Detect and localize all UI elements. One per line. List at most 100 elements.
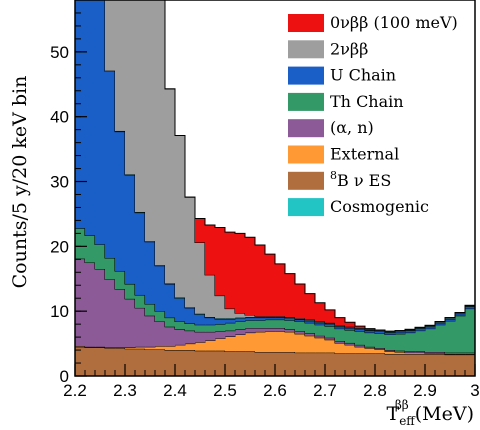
bar-u-chain: [435, 322, 446, 325]
bar-th-chain: [315, 324, 326, 336]
bar-th-chain: [265, 319, 276, 329]
bar-8b-es: [115, 348, 126, 376]
bar-8b-es: [165, 350, 176, 376]
bar-n: [245, 328, 256, 333]
bar-8b-es: [425, 353, 436, 376]
series-0-100-mev: [164, 0, 475, 332]
bar-u-chain: [335, 326, 346, 329]
bar-8b-es: [305, 352, 316, 376]
bar-8b-es: [325, 352, 336, 376]
bar-u-chain: [325, 324, 336, 327]
bar-u-chain: [155, 265, 166, 312]
bar-u-chain: [295, 319, 306, 322]
bar-th-chain: [115, 270, 126, 290]
bar-n: [375, 348, 386, 350]
bar-u-chain: [165, 283, 176, 318]
y-tick-label: 40: [50, 108, 69, 127]
bar-8b-es: [135, 348, 146, 376]
bar-th-chain: [425, 328, 436, 353]
bar-8b-es: [195, 350, 206, 376]
bar-n: [145, 315, 156, 347]
bar-u-chain: [375, 331, 386, 334]
legend-swatch: [288, 145, 324, 164]
bar-2: [105, 0, 116, 71]
legend-item-external: External: [288, 145, 399, 164]
bar-u-chain: [455, 313, 466, 316]
series-u-chain: [75, 0, 475, 335]
bar-th-chain: [135, 294, 146, 308]
legend-item-0-100-mev: 0νββ (100 meV): [288, 13, 458, 32]
bar-0-100-mev: [255, 245, 266, 317]
bar-0-100-mev: [345, 322, 356, 327]
x-axis-title-main: T: [387, 403, 400, 425]
legend-label: 8B ν ES: [330, 169, 391, 190]
legend-label: (α, n): [330, 118, 374, 137]
legend-item-8b-es: 8B ν ES: [288, 169, 391, 190]
bar-external: [265, 331, 276, 353]
bar-th-chain: [375, 333, 386, 349]
bar-th-chain: [195, 324, 206, 332]
bar-8b-es: [125, 348, 136, 376]
legend-label: 0νββ (100 meV): [330, 13, 458, 32]
bar-external: [395, 352, 406, 354]
bar-2: [145, 0, 156, 242]
bar-n: [265, 328, 276, 332]
bar-u-chain: [395, 331, 406, 334]
x-tick-label: 2.4: [163, 381, 187, 400]
bar-th-chain: [75, 228, 86, 259]
x-tick-label: 2.9: [413, 381, 437, 400]
x-tick-label: 2.2: [63, 381, 87, 400]
bar-n: [305, 333, 316, 336]
bar-u-chain: [365, 330, 376, 333]
bar-n: [195, 331, 206, 343]
bar-n: [335, 340, 346, 343]
bar-0-100-mev: [335, 317, 346, 326]
legend-label: External: [330, 145, 399, 164]
bar-external: [195, 342, 206, 351]
bar-2: [245, 315, 256, 318]
x-tick-label: 2.6: [263, 381, 287, 400]
bar-8b-es: [245, 351, 256, 376]
bar-external: [205, 340, 216, 351]
bar-0-100-mev: [265, 254, 276, 317]
bar-th-chain: [245, 320, 256, 329]
legend-label: Th Chain: [330, 92, 404, 111]
bar-n: [275, 328, 286, 332]
legend-swatch: [288, 92, 324, 111]
bar-2: [115, 0, 126, 131]
bar-8b-es: [405, 353, 416, 376]
bar-u-chain: [415, 328, 426, 331]
bar-8b-es: [275, 352, 286, 376]
bar-8b-es: [375, 353, 386, 376]
bar-0-100-mev: [305, 293, 316, 320]
bar-8b-es: [415, 353, 426, 376]
bar-n: [295, 331, 306, 334]
bar-external: [375, 349, 386, 354]
bar-th-chain: [275, 319, 286, 329]
bar-u-chain: [425, 326, 436, 329]
bar-8b-es: [85, 347, 96, 376]
bar-external: [365, 348, 376, 354]
bar-n: [185, 330, 196, 344]
x-axis-title: Teff ββ (MeV): [387, 398, 475, 428]
bar-th-chain: [175, 321, 186, 330]
bar-th-chain: [415, 330, 426, 352]
bar-8b-es: [235, 351, 246, 376]
bar-u-chain: [285, 318, 296, 321]
bar-external: [155, 346, 166, 350]
bar-u-chain: [235, 318, 246, 322]
bar-u-chain: [225, 318, 236, 323]
bar-n: [345, 342, 356, 345]
bar-n: [255, 328, 266, 332]
bar-th-chain: [225, 322, 236, 331]
bar-u-chain: [105, 71, 116, 259]
legend-swatch: [288, 40, 324, 59]
x-axis-title-sup: ββ: [395, 398, 409, 412]
bar-8b-es: [445, 354, 456, 376]
bar-u-chain: [135, 212, 146, 295]
bar-th-chain: [215, 324, 226, 332]
bar-th-chain: [165, 317, 176, 327]
bar-0-100-mev: [215, 227, 226, 296]
bar-external: [345, 344, 356, 354]
bar-n: [105, 279, 116, 348]
